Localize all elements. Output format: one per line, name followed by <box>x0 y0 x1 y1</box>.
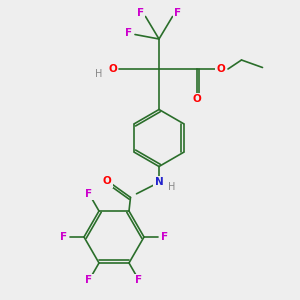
Text: O: O <box>192 94 201 104</box>
Text: O: O <box>108 64 117 74</box>
Text: F: F <box>125 28 133 38</box>
Text: F: F <box>136 8 144 18</box>
Text: F: F <box>85 275 92 285</box>
Text: F: F <box>85 189 92 199</box>
Text: N: N <box>154 177 164 188</box>
Text: F: F <box>60 232 68 242</box>
Text: H: H <box>168 182 175 192</box>
Text: F: F <box>174 8 182 18</box>
Text: O: O <box>216 64 225 74</box>
Text: F: F <box>160 232 168 242</box>
Text: H: H <box>95 69 102 80</box>
Text: F: F <box>136 275 142 285</box>
Text: O: O <box>103 176 112 187</box>
